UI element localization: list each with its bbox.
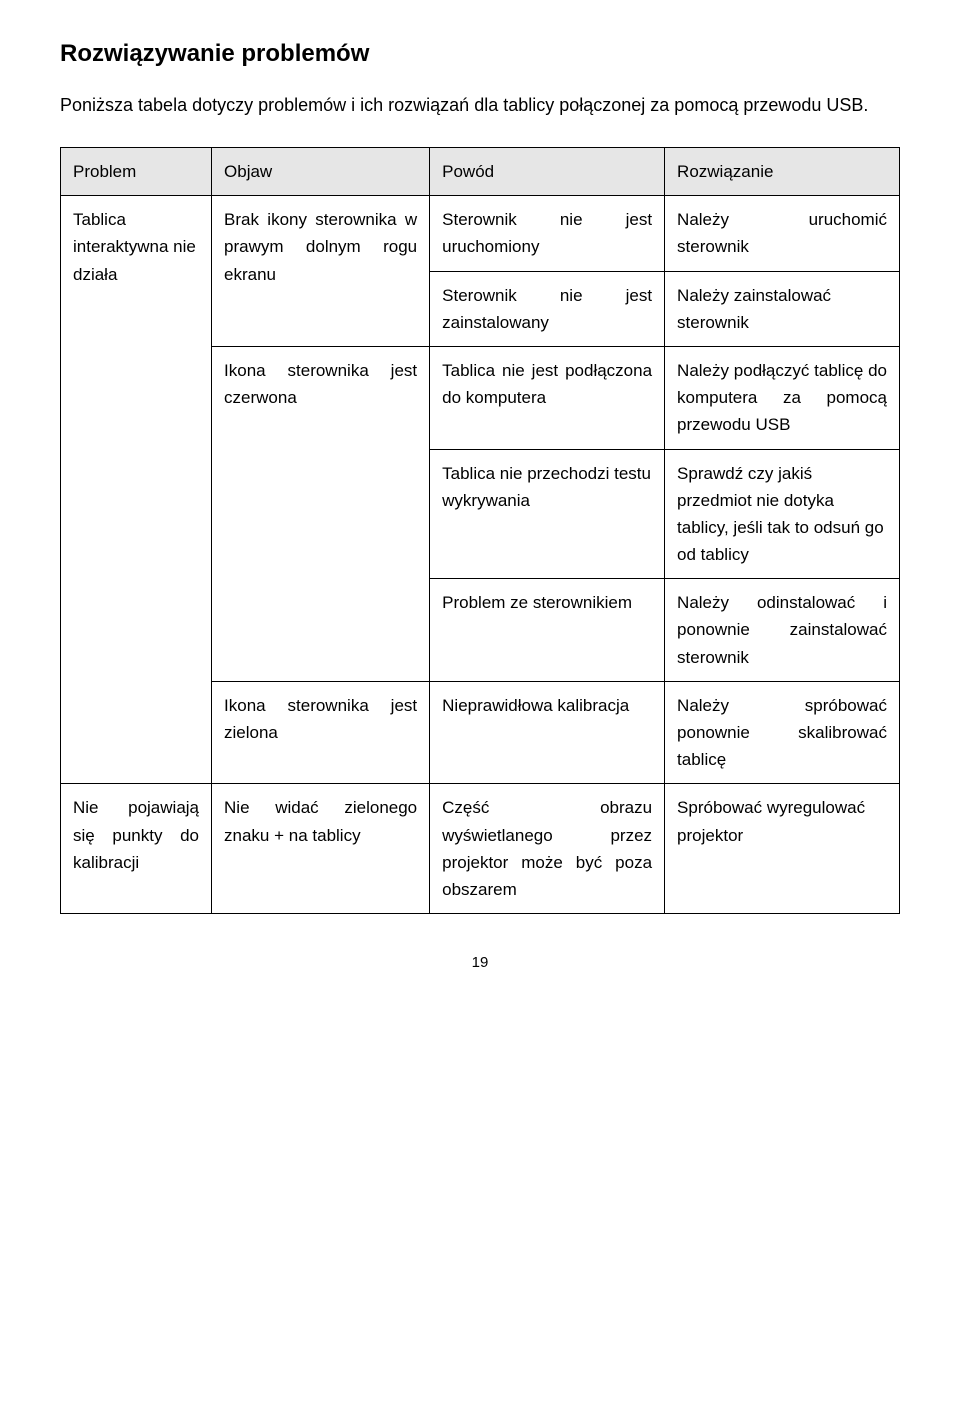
cell-problem-2: Nie pojawiają się punkty do kalibracji bbox=[61, 784, 212, 914]
header-powod: Powód bbox=[430, 148, 665, 196]
cell-powod-7: Część obrazu wyświetlanego przez projekt… bbox=[430, 784, 665, 914]
cell-powod-1: Sterownik nie jest uruchomiony bbox=[430, 196, 665, 271]
header-problem: Problem bbox=[61, 148, 212, 196]
cell-rozw-4: Sprawdź czy jakiś przedmiot nie dotyka t… bbox=[665, 449, 900, 579]
cell-rozw-6: Należy spróbować ponownie skalibrować ta… bbox=[665, 681, 900, 784]
cell-rozw-5: Należy odinstalować i ponownie zainstalo… bbox=[665, 579, 900, 682]
cell-powod-4: Tablica nie przechodzi testu wykrywania bbox=[430, 449, 665, 579]
cell-powod-2: Sterownik nie jest zainstalowany bbox=[430, 271, 665, 346]
header-rozwiazanie: Rozwiązanie bbox=[665, 148, 900, 196]
table-row: Tablica interaktywna nie działa Brak iko… bbox=[61, 196, 900, 271]
intro-paragraph: Poniższa tabela dotyczy problemów i ich … bbox=[60, 92, 900, 119]
cell-powod-3: Tablica nie jest podłączona do komputera bbox=[430, 346, 665, 449]
cell-objaw-3: Ikona sterownika jest zielona bbox=[212, 681, 430, 784]
cell-rozw-2: Należy zainstalować sterownik bbox=[665, 271, 900, 346]
cell-objaw-1: Brak ikony sterownika w prawym dolnym ro… bbox=[212, 196, 430, 347]
page-heading: Rozwiązywanie problemów bbox=[60, 40, 900, 68]
cell-powod-6: Nieprawidłowa kalibracja bbox=[430, 681, 665, 784]
page-number: 19 bbox=[60, 954, 900, 971]
table-row: Nie pojawiają się punkty do kalibracji N… bbox=[61, 784, 900, 914]
table-header-row: Problem Objaw Powód Rozwiązanie bbox=[61, 148, 900, 196]
cell-problem-1: Tablica interaktywna nie działa bbox=[61, 196, 212, 784]
troubleshooting-table: Problem Objaw Powód Rozwiązanie Tablica … bbox=[60, 147, 900, 914]
cell-rozw-1: Należy uruchomić sterownik bbox=[665, 196, 900, 271]
cell-rozw-3: Należy podłączyć tablicę do komputera za… bbox=[665, 346, 900, 449]
cell-powod-5: Problem ze sterownikiem bbox=[430, 579, 665, 682]
cell-rozw-7: Spróbować wyregulować projektor bbox=[665, 784, 900, 914]
cell-objaw-2: Ikona sterownika jest czerwona bbox=[212, 346, 430, 681]
header-objaw: Objaw bbox=[212, 148, 430, 196]
cell-objaw-4: Nie widać zielonego znaku + na tablicy bbox=[212, 784, 430, 914]
